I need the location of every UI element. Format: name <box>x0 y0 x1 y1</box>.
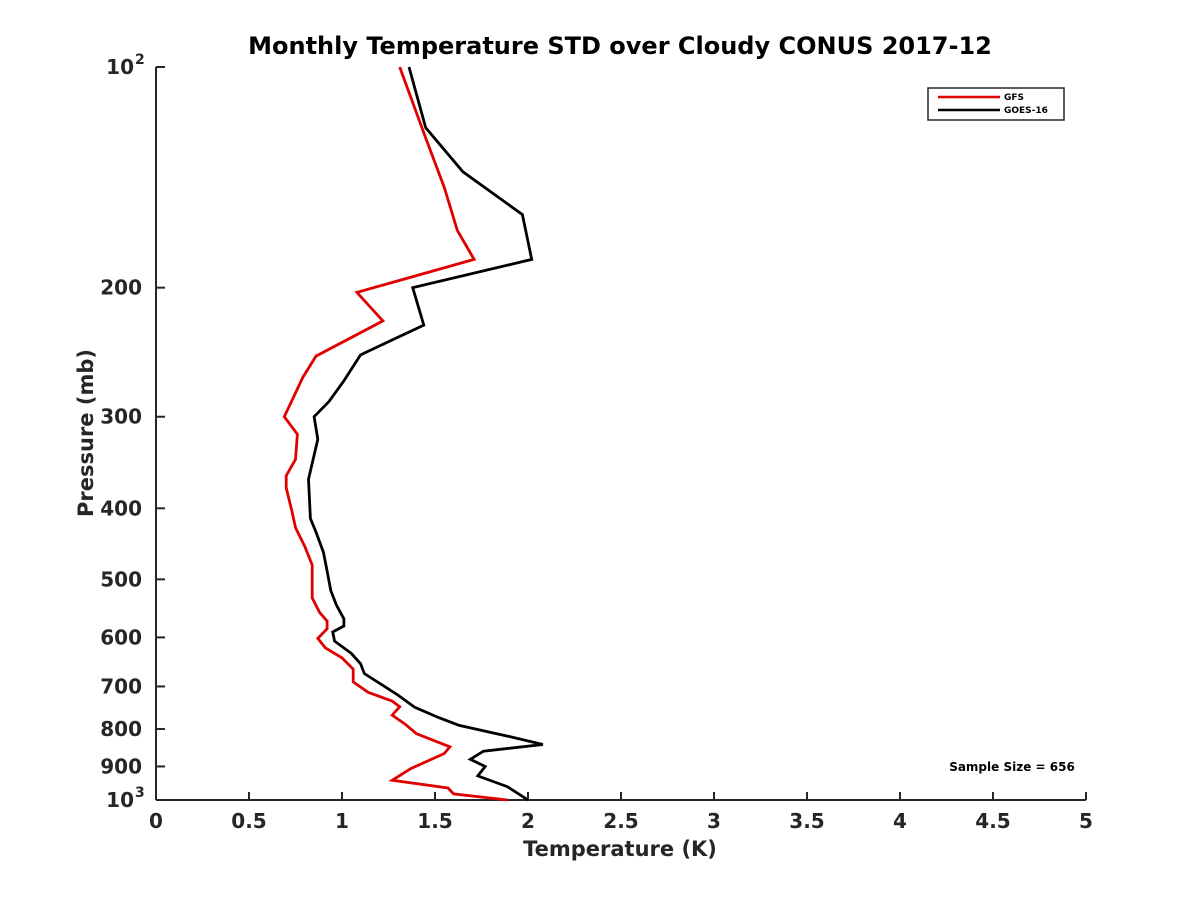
x-tick-label: 3 <box>707 809 721 833</box>
x-tick-label: 3.5 <box>789 809 824 833</box>
x-tick-label: 1 <box>335 809 349 833</box>
series-line-goes16 <box>309 67 543 800</box>
x-tick-label: 2.5 <box>603 809 638 833</box>
y-axis-label: Pressure (mb) <box>74 349 98 517</box>
chart: Monthly Temperature STD over Cloudy CONU… <box>0 0 1200 900</box>
y-tick-label: 10 <box>106 55 134 79</box>
x-tick-label: 0.5 <box>231 809 266 833</box>
x-tick-label: 0 <box>149 809 163 833</box>
x-tick-label: 4.5 <box>975 809 1010 833</box>
x-tick-label: 5 <box>1079 809 1093 833</box>
legend-gfs-label: GFS <box>1004 93 1024 103</box>
y-tick-label: 900 <box>100 754 142 778</box>
x-tick-label: 1.5 <box>417 809 452 833</box>
x-ticks: 0 0.5 1 1.5 2 2.5 3 3.5 4 4.5 5 <box>149 792 1093 833</box>
series-lines <box>284 67 543 800</box>
chart-title: Monthly Temperature STD over Cloudy CONU… <box>248 32 992 60</box>
legend: GFS GOES-16 <box>928 88 1064 120</box>
y-tick-label: 500 <box>100 567 142 591</box>
x-axis-label: Temperature (K) <box>523 837 717 861</box>
y-tick-label: 600 <box>100 625 142 649</box>
y-tick-exponent: 2 <box>135 52 145 68</box>
y-tick-label: 300 <box>100 405 142 429</box>
sample-size-annotation: Sample Size = 656 <box>949 760 1075 774</box>
y-tick-label: 10 <box>106 788 134 812</box>
x-tick-label: 2 <box>521 809 535 833</box>
x-tick-label: 4 <box>893 809 907 833</box>
y-tick-label: 700 <box>100 674 142 698</box>
y-tick-label: 400 <box>100 496 142 520</box>
legend-goes16-label: GOES-16 <box>1004 106 1048 116</box>
y-tick-label: 800 <box>100 717 142 741</box>
y-tick-label: 200 <box>100 276 142 300</box>
y-tick-exponent: 3 <box>135 785 145 801</box>
plot-area: 0 0.5 1 1.5 2 2.5 3 3.5 4 4.5 5 10 2200300400500600… <box>100 52 1093 833</box>
